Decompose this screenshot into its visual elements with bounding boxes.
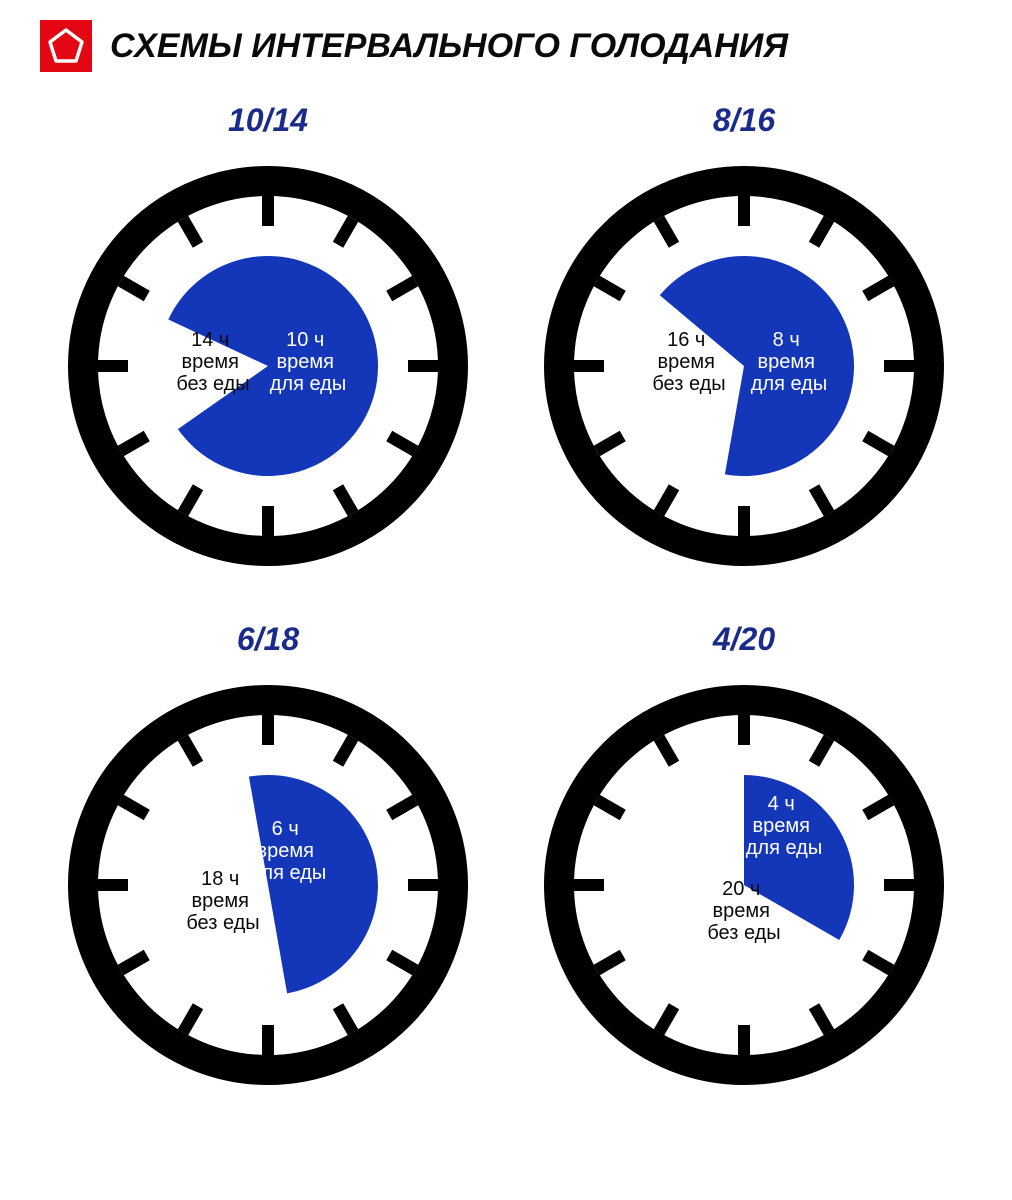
page-title: СХЕМЫ ИНТЕРВАЛЬНОГО ГОЛОДАНИЯ xyxy=(110,27,788,66)
clock-face-icon: 4 ч время для еды 20 ч время без еды xyxy=(529,670,959,1100)
logo-icon xyxy=(40,20,92,72)
clock-item: 8/16 8 ч время для еды 16 ч время без ед… xyxy=(521,102,967,581)
clock-title: 4/20 xyxy=(713,621,775,658)
clock-title: 6/18 xyxy=(237,621,299,658)
clock-item: 4/20 4 ч время для еды 20 ч время без ед… xyxy=(521,621,967,1100)
clock-item: 6/18 6 ч время для еды 18 ч время без ед… xyxy=(45,621,491,1100)
clock-grid: 10/14 10 ч время для еды 14 ч время без … xyxy=(30,102,982,1100)
clock-face-icon: 6 ч время для еды 18 ч время без еды xyxy=(53,670,483,1100)
clock-title: 10/14 xyxy=(228,102,308,139)
header: СХЕМЫ ИНТЕРВАЛЬНОГО ГОЛОДАНИЯ xyxy=(30,20,982,72)
clock-face-icon: 8 ч время для еды 16 ч время без еды xyxy=(529,151,959,581)
clock-item: 10/14 10 ч время для еды 14 ч время без … xyxy=(45,102,491,581)
clock-title: 8/16 xyxy=(713,102,775,139)
clock-face-icon: 10 ч время для еды 14 ч время без еды xyxy=(53,151,483,581)
